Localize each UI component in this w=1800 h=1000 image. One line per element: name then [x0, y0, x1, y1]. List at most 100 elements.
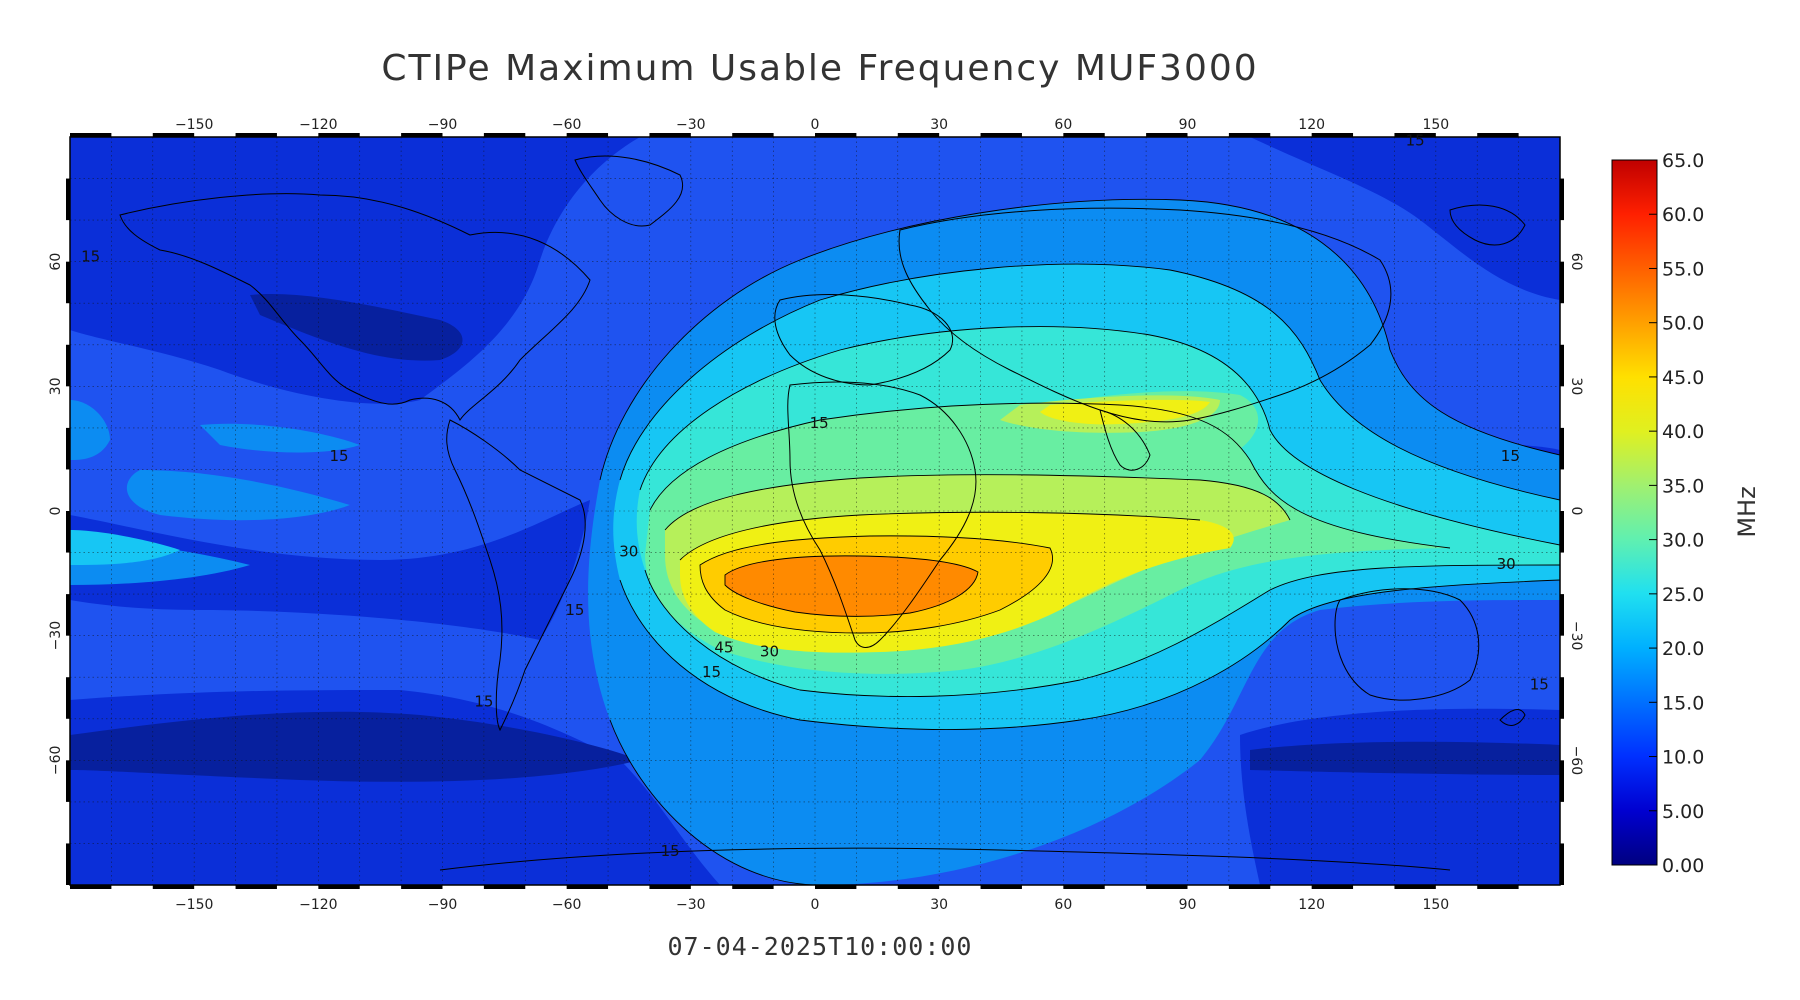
frame-segment	[732, 885, 774, 889]
band-5-10-equatorial-pacific	[70, 500, 590, 640]
colorbar-tick-label: 30.0	[1662, 530, 1704, 552]
contour-label: 30	[619, 543, 638, 561]
latitude-ticks-left: 60 30 0 −30 −60	[48, 253, 64, 775]
contour-label: 30	[760, 642, 779, 660]
frame-segment	[1560, 178, 1564, 221]
frame-segment	[318, 885, 360, 889]
frame-segment	[1311, 885, 1354, 889]
frame-segment	[1146, 133, 1188, 137]
frame-segment	[566, 885, 609, 889]
frame-segment	[1228, 133, 1271, 137]
frame-segment	[1560, 594, 1564, 636]
band-15-20-chile	[70, 400, 110, 460]
frame-segment	[66, 511, 70, 553]
lat-tick-label: 0	[1568, 507, 1584, 516]
graticule	[70, 137, 1560, 885]
colorbar-tick-label: 0.00	[1662, 855, 1704, 877]
lon-tick-label: 150	[1422, 117, 1449, 133]
frame-segment	[1228, 885, 1271, 889]
colorbar-tick-label: 40.0	[1662, 421, 1704, 443]
band-5-10-asia	[1250, 137, 1560, 300]
frame-segment	[235, 885, 277, 889]
frame-segment	[401, 885, 443, 889]
frame-segment	[152, 133, 195, 137]
contour-label: 30	[1497, 555, 1516, 573]
lon-tick-label: −60	[552, 117, 582, 133]
frame-segment	[815, 885, 857, 889]
frame-segment	[1560, 843, 1564, 885]
contour-label: 15	[565, 601, 584, 619]
lon-tick-label: −120	[299, 897, 337, 913]
contour-label: 45	[714, 638, 733, 656]
frame-segment	[1560, 677, 1564, 719]
lon-tick-label: −90	[428, 897, 458, 913]
frame-segment	[566, 133, 609, 137]
frame-segment	[66, 261, 70, 304]
colorbar-unit-label: MHz	[1733, 486, 1761, 537]
lon-tick-label: 150	[1422, 897, 1449, 913]
frame-segment	[897, 885, 940, 889]
contour-labels: 15 15 30 15 15 15 15 30 15 30 45 15 15 15	[81, 131, 1549, 860]
colorbar-tick-label: 20.0	[1662, 638, 1704, 660]
lat-tick-label: 60	[48, 253, 64, 271]
colorbar-tick-label: 35.0	[1662, 475, 1704, 497]
longitude-ticks-bottom: −150 −120 −90 −60 −30 0 30 60 90 120 150	[175, 897, 1449, 913]
contour-label: 15	[661, 842, 680, 860]
frame-segment	[815, 133, 857, 137]
timestamp: 07-04-2025T10:00:00	[667, 932, 973, 961]
colorbar-tick-label: 50.0	[1662, 313, 1704, 335]
lon-tick-label: −30	[676, 117, 706, 133]
contour-fill-layer	[70, 137, 1560, 885]
lat-tick-label: −30	[1568, 621, 1584, 651]
lon-tick-label: 0	[811, 117, 820, 133]
frame-segment	[1311, 133, 1354, 137]
band-5-10-north-pacific	[70, 137, 640, 404]
frame-segment	[66, 594, 70, 636]
frame-segment	[1394, 885, 1436, 889]
coastlines	[119, 155, 1526, 871]
lon-tick-label: 60	[1054, 117, 1072, 133]
colorbar	[1611, 159, 1658, 866]
band-15-20-pacific	[126, 470, 350, 521]
frame-segment	[401, 133, 443, 137]
colorbar-tick-label: 60.0	[1662, 204, 1704, 226]
frame-segment	[66, 178, 70, 221]
colorbar-tick-label: 15.0	[1662, 692, 1704, 714]
contour-label: 15	[81, 248, 100, 266]
lat-tick-label: −60	[48, 746, 64, 776]
band-0-5-north-america	[250, 294, 463, 361]
frame-segment	[649, 133, 691, 137]
frame-segment	[1146, 885, 1188, 889]
contour-lines	[599, 198, 1560, 885]
longitude-ticks-top: −150 −120 −90 −60 −30 0 30 60 90 120 150	[175, 117, 1449, 133]
frame-segment	[897, 133, 940, 137]
frame-segment	[66, 677, 70, 719]
lon-tick-label: 90	[1179, 897, 1197, 913]
frame-segment	[732, 133, 774, 137]
lon-tick-label: 0	[811, 897, 820, 913]
frame-segment	[1560, 427, 1564, 470]
lat-tick-label: 30	[48, 377, 64, 395]
frame-segment	[1560, 344, 1564, 387]
frame-segment	[483, 885, 526, 889]
lon-tick-label: 60	[1054, 897, 1072, 913]
frame-segment	[649, 885, 691, 889]
frame-segment	[1560, 511, 1564, 553]
colorbar-tick-label: 10.0	[1662, 747, 1704, 769]
lon-tick-label: 30	[930, 897, 948, 913]
latitude-ticks-right: 60 30 0 −30 −60	[1568, 253, 1584, 775]
lon-tick-label: −90	[428, 117, 458, 133]
lat-tick-label: 0	[48, 507, 64, 516]
band-0-5-southern-ocean	[70, 711, 640, 782]
lat-tick-label: −60	[1568, 746, 1584, 776]
contour-label: 15	[702, 663, 721, 681]
frame-segment	[70, 133, 112, 137]
lat-tick-label: 30	[1568, 377, 1584, 395]
frame-segment	[483, 133, 526, 137]
frame-segment	[1063, 133, 1105, 137]
frame-checker-top	[66, 133, 1564, 889]
frame-segment	[1477, 133, 1519, 137]
lon-tick-label: −60	[552, 897, 582, 913]
